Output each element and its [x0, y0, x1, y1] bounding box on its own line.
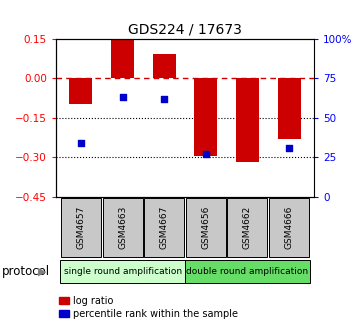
- Text: protocol: protocol: [2, 265, 50, 278]
- Text: GSM4667: GSM4667: [160, 206, 169, 249]
- Title: GDS224 / 17673: GDS224 / 17673: [128, 22, 242, 36]
- Bar: [153, 54, 176, 78]
- Point: [203, 152, 209, 157]
- FancyBboxPatch shape: [103, 198, 143, 257]
- Bar: [236, 78, 259, 162]
- Bar: [278, 78, 301, 139]
- FancyBboxPatch shape: [186, 198, 226, 257]
- FancyBboxPatch shape: [61, 198, 101, 257]
- Text: GSM4656: GSM4656: [201, 206, 210, 249]
- Text: GSM4663: GSM4663: [118, 206, 127, 249]
- Bar: [194, 78, 217, 156]
- Point: [120, 94, 126, 99]
- Text: single round amplification: single round amplification: [64, 267, 182, 276]
- FancyBboxPatch shape: [144, 198, 184, 257]
- Point: [78, 140, 84, 145]
- Text: ▶: ▶: [38, 266, 47, 276]
- Text: double round amplification: double round amplification: [186, 267, 309, 276]
- FancyBboxPatch shape: [185, 260, 310, 283]
- Bar: [111, 40, 134, 78]
- Text: GSM4666: GSM4666: [284, 206, 293, 249]
- Text: GSM4662: GSM4662: [243, 206, 252, 249]
- Text: GSM4657: GSM4657: [77, 206, 86, 249]
- FancyBboxPatch shape: [60, 260, 185, 283]
- FancyBboxPatch shape: [269, 198, 309, 257]
- Point: [161, 96, 167, 102]
- FancyBboxPatch shape: [227, 198, 268, 257]
- Bar: [69, 78, 92, 104]
- Point: [286, 145, 292, 151]
- Legend: log ratio, percentile rank within the sample: log ratio, percentile rank within the sa…: [55, 292, 242, 323]
